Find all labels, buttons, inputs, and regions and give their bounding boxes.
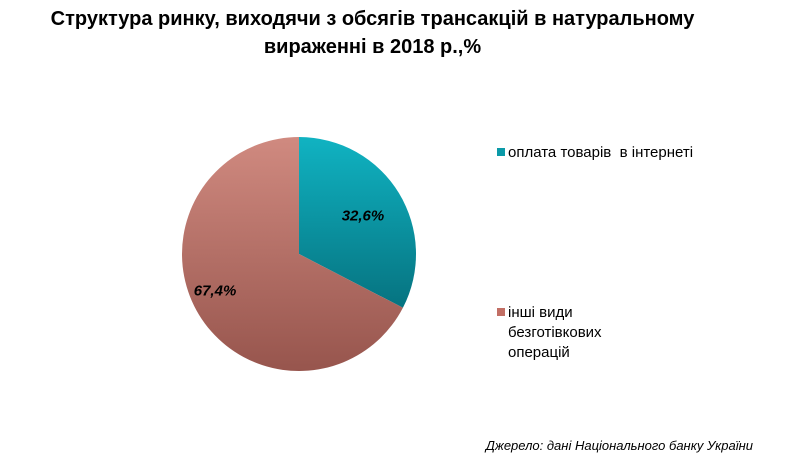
legend-item-online-payments: оплата товарів в інтернеті [497,143,697,163]
chart-title-line-1: Структура ринку, виходячи з обсягів тран… [50,8,695,30]
legend-label-online-payments: оплата товарів в інтернеті [508,144,694,161]
pie-slice-online-payments [299,137,416,308]
legend-swatch-online-payments [497,148,505,156]
legend-label-other-cashless: інші види безготівкових операцій [508,304,606,361]
source-note: Джерело: дані Національного банку Україн… [485,438,753,453]
data-label-other-cashless: 67,4% [194,283,237,300]
legend-swatch-other-cashless [497,308,505,316]
chart-title-line-2: вираженні в 2018 р.,% [263,36,482,58]
pie-slice-other-cashless [182,137,403,371]
legend-item-other-cashless: інші види безготівкових операцій [497,303,627,363]
data-label-online-payments: 32,6% [342,207,385,224]
